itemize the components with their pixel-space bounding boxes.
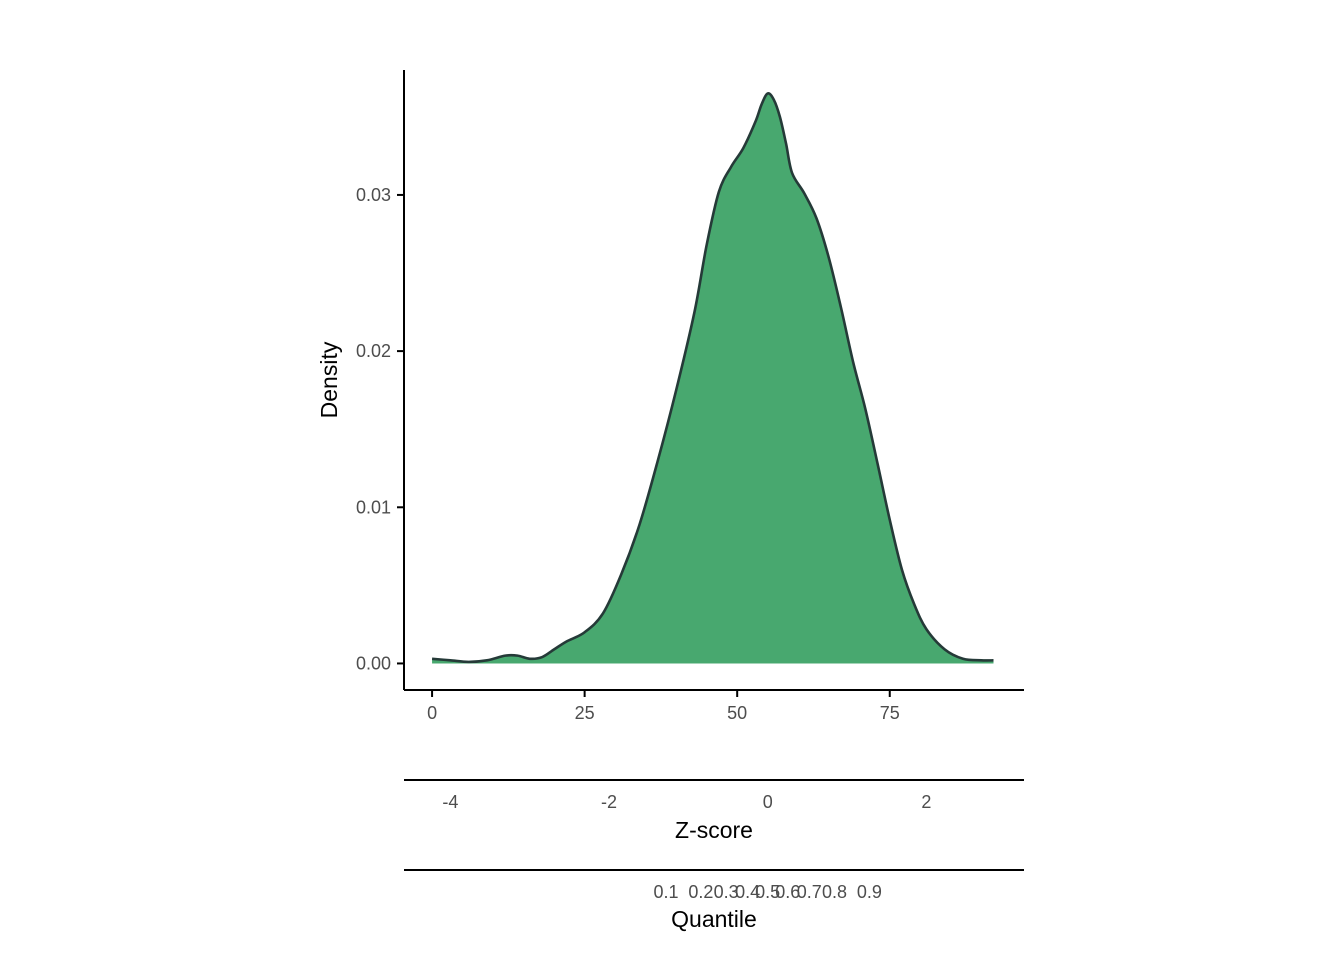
x-tick-label: 25 <box>575 703 595 723</box>
axes <box>403 70 1024 871</box>
density-line <box>431 92 994 664</box>
y-tick-label: 0.00 <box>356 653 391 673</box>
quantile-tick-label: 0.6 <box>775 882 800 902</box>
y-tick-label: 0.02 <box>356 341 391 361</box>
quantile-axis-title: Quantile <box>671 906 757 932</box>
zscore-tick-label: 0 <box>763 792 773 812</box>
quantile-tick-label: 0.3 <box>714 882 739 902</box>
x-tick-label: 75 <box>880 703 900 723</box>
y-tick-label: 0.01 <box>356 497 391 517</box>
zscore-tick-label: -2 <box>601 792 617 812</box>
plot-area <box>431 92 994 664</box>
y-tick-label: 0.03 <box>356 185 391 205</box>
zscore-tick-label: -4 <box>442 792 458 812</box>
zscore-tick-label: 2 <box>921 792 931 812</box>
zscore-axis-title: Z-score <box>675 817 753 843</box>
quantile-tick-label: 0.1 <box>654 882 679 902</box>
x-tick-label: 50 <box>727 703 747 723</box>
quantile-tick-label: 0.4 <box>735 882 760 902</box>
quantile-tick-label: 0.5 <box>755 882 780 902</box>
density-area <box>432 93 994 664</box>
x-tick-label: 0 <box>427 703 437 723</box>
quantile-tick-label: 0.9 <box>857 882 882 902</box>
quantile-tick-label: 0.2 <box>688 882 713 902</box>
quantile-tick-label: 0.7 <box>797 882 822 902</box>
tick-labels: 0.000.010.020.030 25 50 75-4 -2 0 20.1 0.2 0.30.… <box>356 185 931 902</box>
quantile-tick-label: 0.8 <box>822 882 847 902</box>
y-axis-title: Density <box>316 341 342 418</box>
